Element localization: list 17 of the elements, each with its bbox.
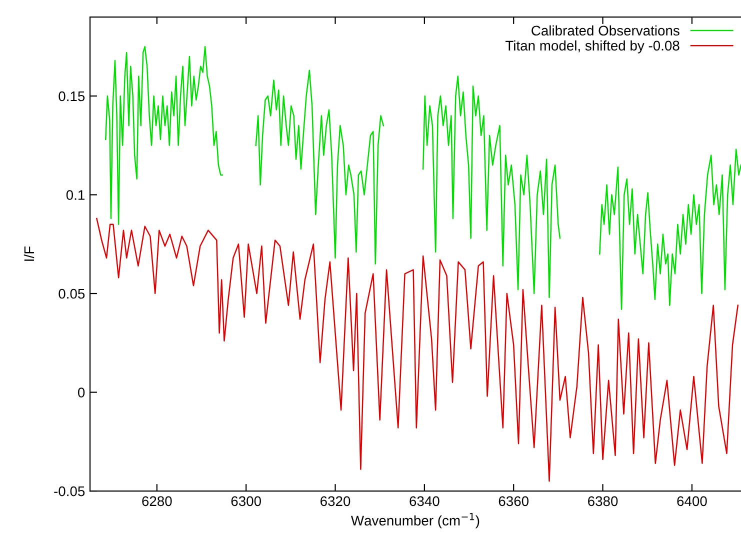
y-axis-title: I/F <box>24 246 34 261</box>
y-tick-label: -0.05 <box>54 486 85 496</box>
line-series <box>96 218 739 482</box>
x-tick-label: 6300 <box>231 496 261 506</box>
y-tick-label: 0.05 <box>58 288 85 299</box>
x-tick-label: 6280 <box>142 496 172 506</box>
x-tick-label: 6340 <box>410 496 440 506</box>
y-tick-label: 0.1 <box>66 190 84 200</box>
legend-label: Titan model, shifted by -0.08 <box>505 40 680 54</box>
y-tick-label: 0.15 <box>58 91 85 102</box>
x-tick-label: 6380 <box>588 496 618 506</box>
x-tick-label: 6320 <box>320 496 350 506</box>
legend-label: Calibrated Observations <box>532 25 680 36</box>
x-axis-title: Wavenumber (cm$^{−1}$) <box>350 512 480 528</box>
x-tick-label: 6360 <box>498 496 529 506</box>
x-tick-label: 6400 <box>677 496 707 506</box>
y-tick-label: 0 <box>78 388 85 398</box>
